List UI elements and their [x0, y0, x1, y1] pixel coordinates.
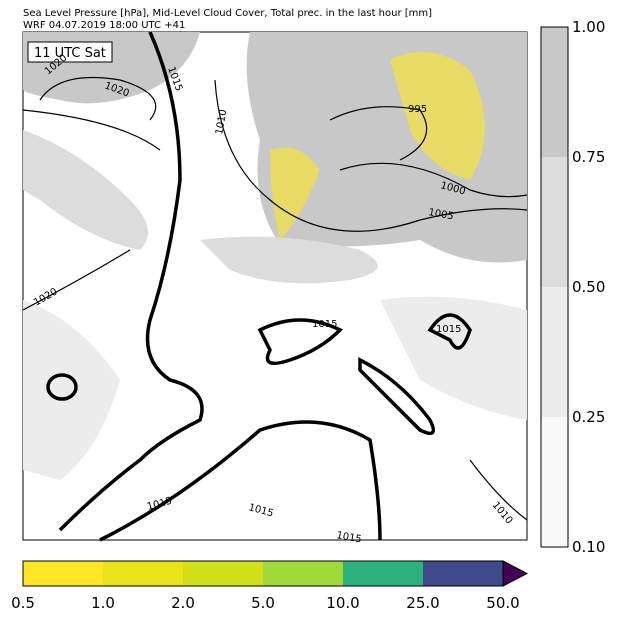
colorbar-band — [263, 561, 343, 586]
colorbar-band — [541, 157, 568, 287]
cloud — [23, 300, 120, 480]
isobar — [39, 77, 157, 121]
time-box — [27, 41, 113, 63]
isobar — [427, 313, 472, 350]
colorbar-tick-label: 0.75 — [572, 148, 605, 166]
title: Sea Level Pressure [hPa], Mid-Level Clou… — [23, 8, 432, 19]
colorbar-band — [541, 287, 568, 417]
isobar — [257, 318, 343, 366]
colorbar-band — [183, 561, 263, 586]
isobar — [329, 106, 428, 161]
isobar-label: 1015 — [312, 319, 337, 330]
colorbar-extend — [502, 560, 529, 587]
colorbar-band — [103, 561, 183, 586]
colorbar-tick-label: 25.0 — [406, 594, 439, 612]
precip — [390, 52, 485, 180]
colorbar-band — [23, 561, 103, 586]
isobar-label: 1015 — [436, 324, 461, 335]
isobar — [58, 31, 204, 532]
colorbar-tick-label: 1.0 — [91, 594, 115, 612]
colorbar-tick-label: 1.00 — [572, 18, 605, 36]
cloud — [23, 130, 148, 250]
isobar-label: 995 — [408, 104, 427, 115]
isobar — [358, 357, 436, 436]
colorbar-tick-label: 0.50 — [572, 278, 605, 296]
isobar — [99, 420, 382, 542]
cloud — [380, 296, 527, 420]
cloud-colorbar: 1.00 0.75 0.50 0.25 0.10 — [540, 18, 605, 556]
isobar-label: 1015 — [335, 530, 362, 545]
isobar-label: 1010 — [214, 109, 229, 136]
isobar — [46, 373, 78, 401]
colorbar-tick-label: 0.10 — [572, 538, 605, 556]
isobar — [22, 109, 161, 151]
precip-colorbar: 0.5 1.0 2.0 5.0 10.0 25.0 50.0 — [11, 560, 529, 612]
isobar — [469, 459, 528, 521]
colorbar-frame — [22, 560, 504, 587]
colorbar-tick-label: 2.0 — [171, 594, 195, 612]
colorbar-frame — [540, 26, 569, 548]
colorbar-band — [343, 561, 423, 586]
colorbar-tick-label: 10.0 — [326, 594, 359, 612]
colorbar-tick-label: 5.0 — [251, 594, 275, 612]
isobar — [22, 249, 131, 311]
subtitle: WRF 04.07.2019 18:00 UTC +41 — [23, 20, 185, 31]
map-area: 11 UTC Sat 1020 1020 1015 1010 995 1000 … — [22, 31, 528, 545]
precip — [270, 147, 320, 240]
cloud — [200, 236, 378, 284]
colorbar-tick-label: 0.25 — [572, 408, 605, 426]
colorbar-tick-label: 0.5 — [11, 594, 35, 612]
isobar — [339, 162, 528, 198]
colorbar-tick-label: 50.0 — [486, 594, 519, 612]
colorbar-band — [541, 417, 568, 547]
time-label: 11 UTC Sat — [34, 46, 106, 61]
colorbar-band — [541, 27, 568, 157]
colorbar-band — [423, 561, 503, 586]
isobar-label: 1005 — [427, 207, 454, 222]
isobar — [214, 79, 528, 232]
